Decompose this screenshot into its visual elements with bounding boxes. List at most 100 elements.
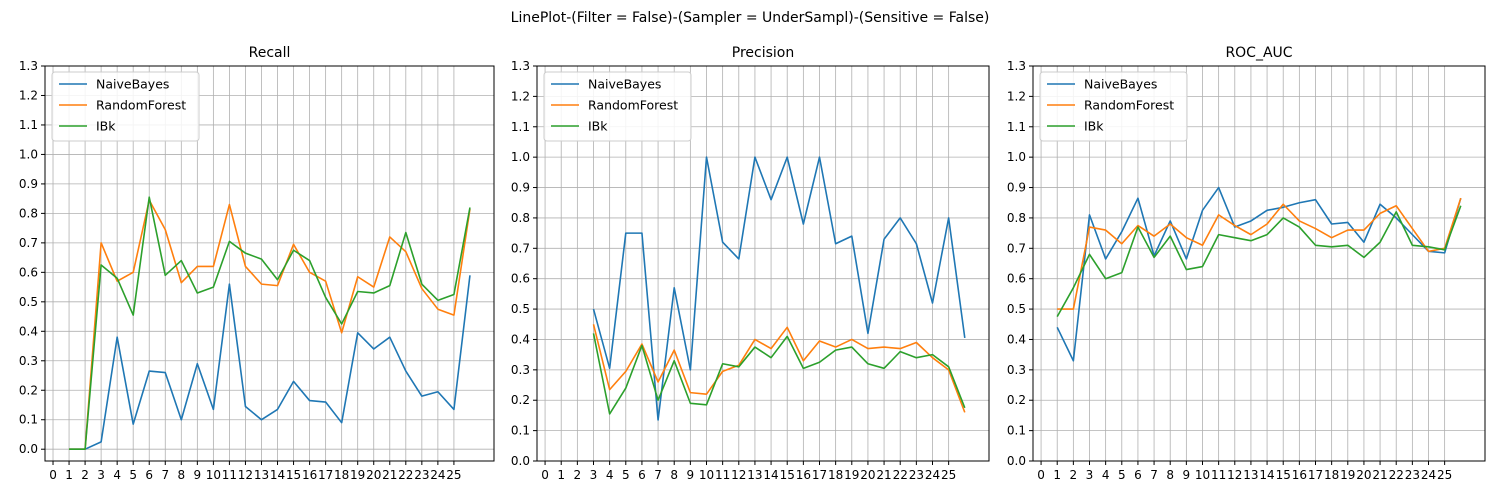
x-tick-label: 24 [1421, 468, 1436, 482]
y-tick-label: 0.5 [19, 295, 38, 309]
y-tick-label: 0.8 [1007, 211, 1026, 225]
y-tick-label: 0.9 [511, 181, 530, 195]
plot-frame [1032, 65, 1486, 462]
x-tick-label: 14 [1259, 468, 1274, 482]
x-tick-label: 16 [302, 468, 317, 482]
legend-label-randomforest: RandomForest [1084, 98, 1174, 113]
series-line-naivebayes [69, 275, 471, 451]
x-tick-label: 11 [222, 468, 237, 482]
x-tick-label: 3 [590, 468, 598, 482]
x-tick-label: 20 [860, 468, 875, 482]
series-line-randomforest [69, 199, 471, 451]
x-tick-label: 19 [1340, 468, 1355, 482]
x-tick-label: 12 [1227, 468, 1242, 482]
legend: NaiveBayes RandomForest IBk [51, 71, 200, 142]
y-tick-label: 0.1 [1007, 424, 1026, 438]
chart-panel-precision: Precision 0.0 0.1 0.2 0.3 0.4 0.5 0.6 0.7 0.8 0.9 1… [511, 45, 990, 482]
x-tick-label: 15 [1276, 468, 1291, 482]
legend: NaiveBayes RandomForest IBk [1039, 71, 1188, 142]
y-tick-label: 0.5 [511, 302, 530, 316]
x-tick-label: 13 [1243, 468, 1258, 482]
x-tick-label: 18 [334, 468, 349, 482]
y-tick-label: 0.8 [19, 206, 38, 220]
legend-box [543, 71, 692, 142]
y-tick-label: 0.6 [511, 272, 530, 286]
y-tick-label: 0.4 [19, 324, 38, 338]
x-tick-label: 3 [1086, 468, 1094, 482]
x-tick-label: 18 [828, 468, 843, 482]
x-tick-label: 17 [318, 468, 333, 482]
chart-title: ROC_AUC [1225, 45, 1292, 61]
x-tick-label: 22 [1389, 468, 1404, 482]
x-tick-label: 16 [1292, 468, 1307, 482]
x-tick-label: 7 [654, 468, 662, 482]
x-tick-label: 4 [113, 468, 121, 482]
y-tick-label: 0.2 [511, 393, 530, 407]
x-tick-label: 12 [238, 468, 253, 482]
x-tick-label: 9 [194, 468, 202, 482]
legend-label-randomforest: RandomForest [96, 98, 186, 113]
x-tick-label: 8 [670, 468, 678, 482]
x-tick-label: 25 [941, 468, 956, 482]
legend-box [1039, 71, 1188, 142]
x-tick-label: 2 [574, 468, 582, 482]
y-tick-label: 0.6 [19, 265, 38, 279]
series-line-ibk [592, 333, 966, 415]
x-tick-label: 7 [1150, 468, 1158, 482]
legend-label-naivebayes: NaiveBayes [96, 77, 169, 92]
x-tick-label: 21 [1372, 468, 1387, 482]
x-tick-label: 14 [763, 468, 778, 482]
y-tick-label: 1.3 [19, 59, 38, 73]
x-tick-label: 17 [812, 468, 827, 482]
legend-label-randomforest: RandomForest [588, 98, 678, 113]
x-tick-label: 9 [687, 468, 695, 482]
y-tick-label: 0.9 [1007, 181, 1026, 195]
series-line-randomforest [1057, 197, 1462, 310]
x-tick-label: 25 [1437, 468, 1452, 482]
y-tick-label: 0.3 [511, 363, 530, 377]
x-tick-label: 25 [446, 468, 461, 482]
y-tick-label: 1.2 [511, 89, 530, 103]
y-tick-label: 0.7 [1007, 241, 1026, 255]
x-tick-label: 20 [366, 468, 381, 482]
x-tick-label: 19 [350, 468, 365, 482]
x-tick-label: 1 [1053, 468, 1061, 482]
y-tick-label: 0.6 [1007, 272, 1026, 286]
x-tick-label: 0 [1037, 468, 1045, 482]
y-tick-label: 0.0 [19, 442, 38, 456]
y-tick-label: 1.0 [511, 150, 530, 164]
y-tick-label: 0.0 [511, 454, 530, 468]
y-tick-label: 0.0 [1007, 454, 1026, 468]
legend-label-ibk: IBk [588, 119, 608, 134]
x-tick-label: 3 [97, 468, 105, 482]
x-tick-label: 23 [414, 468, 429, 482]
x-tick-label: 4 [1102, 468, 1110, 482]
legend-box [51, 71, 200, 142]
x-tick-label: 10 [206, 468, 221, 482]
x-tick-label: 6 [145, 468, 153, 482]
x-tick-label: 11 [1211, 468, 1226, 482]
x-tick-label: 0 [541, 468, 549, 482]
x-tick-label: 6 [1134, 468, 1142, 482]
x-tick-label: 1 [65, 468, 73, 482]
x-tick-label: 21 [876, 468, 891, 482]
y-tick-label: 1.0 [1007, 150, 1026, 164]
y-tick-label: 1.1 [19, 118, 38, 132]
x-tick-label: 16 [796, 468, 811, 482]
x-tick-label: 14 [270, 468, 285, 482]
x-tick-label: 10 [1195, 468, 1210, 482]
chart-title: Precision [732, 45, 794, 61]
x-tick-label: 13 [747, 468, 762, 482]
x-tick-label: 6 [638, 468, 646, 482]
y-tick-label: 1.1 [1007, 120, 1026, 134]
x-tick-label: 12 [731, 468, 746, 482]
legend-label-naivebayes: NaiveBayes [1084, 77, 1157, 92]
y-tick-label: 0.9 [19, 177, 38, 191]
x-tick-label: 5 [1118, 468, 1126, 482]
x-tick-label: 24 [430, 468, 445, 482]
legend-label-ibk: IBk [96, 119, 116, 134]
plot-frame [44, 65, 495, 462]
x-tick-label: 9 [1183, 468, 1191, 482]
